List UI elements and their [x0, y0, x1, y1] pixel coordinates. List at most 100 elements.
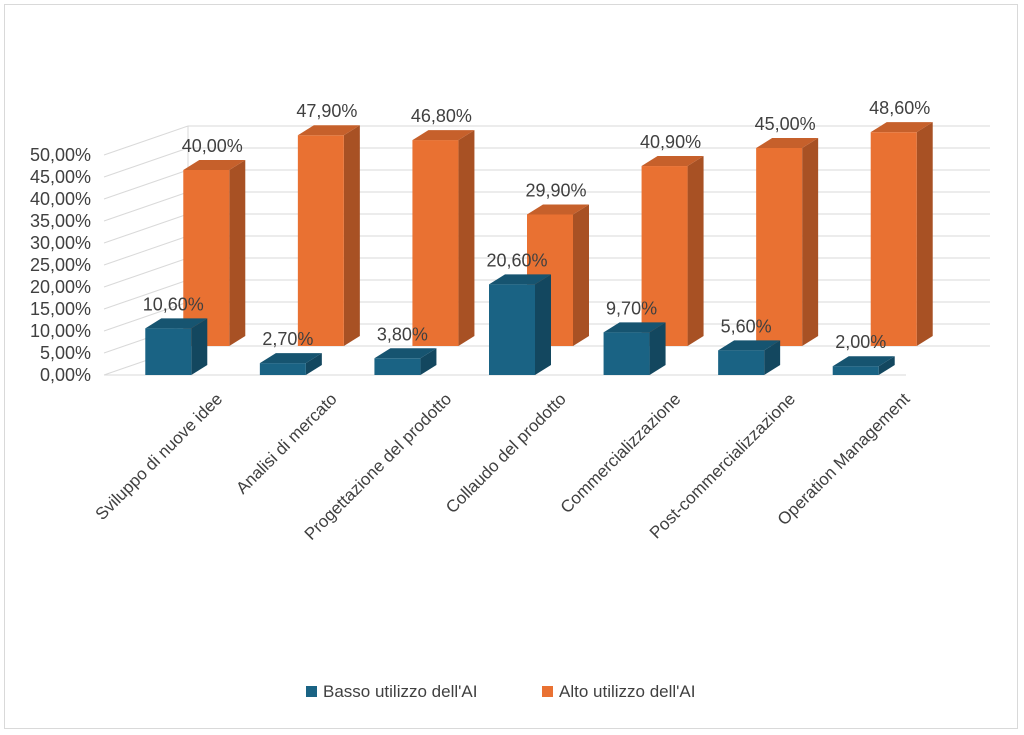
bar-top	[718, 340, 781, 351]
bar-top	[756, 138, 819, 148]
data-label: 40,90%	[640, 132, 701, 152]
bar-top	[641, 156, 704, 167]
y-tick-label: 0,00%	[40, 365, 91, 385]
category-label: Collaudo del prodotto	[442, 389, 570, 517]
bar-side	[305, 353, 322, 375]
legend-label: Basso utilizzo dell'AI	[323, 682, 477, 701]
bar-side	[649, 322, 666, 375]
bars	[145, 122, 933, 375]
bar-alto	[641, 156, 704, 346]
y-axis-ticks: 0,00%5,00%10,00%15,00%20,00%25,00%30,00%…	[30, 145, 91, 385]
bar-basso	[259, 353, 322, 375]
y-tick-label: 40,00%	[30, 189, 91, 209]
bar-front	[489, 284, 535, 375]
bar-basso	[603, 322, 666, 375]
legend-swatch	[542, 686, 553, 697]
legend: Basso utilizzo dell'AI Alto utilizzo dell…	[306, 682, 695, 701]
data-label: 2,70%	[262, 329, 313, 349]
data-label: 40,00%	[182, 136, 243, 156]
bar-front	[756, 148, 803, 346]
data-label: 29,90%	[525, 180, 586, 200]
data-label: 47,90%	[296, 101, 357, 121]
bar-alto	[297, 125, 360, 347]
bar-top	[183, 160, 246, 170]
bar-side	[573, 204, 589, 346]
y-tick-label: 50,00%	[30, 145, 91, 165]
bar-front	[412, 140, 459, 346]
bar-alto	[870, 122, 933, 346]
bar-front	[183, 170, 230, 346]
bar-alto	[183, 160, 246, 346]
bar-front	[718, 350, 765, 375]
y-tick-label: 25,00%	[30, 255, 91, 275]
bar-front	[259, 363, 306, 375]
gridline-side	[103, 147, 189, 178]
bar-top	[297, 125, 360, 136]
gridline-side	[103, 279, 189, 310]
data-label: 20,60%	[486, 250, 547, 270]
bar-side	[420, 348, 437, 375]
data-label: 5,60%	[721, 316, 772, 336]
bar-top	[489, 274, 551, 285]
bar-basso	[374, 348, 437, 375]
legend-label: Alto utilizzo dell'AI	[559, 682, 695, 701]
bar-front	[641, 166, 688, 346]
bar-side	[343, 125, 360, 347]
category-label: Sviluppo di nuove idee	[92, 389, 226, 523]
bar-front	[603, 332, 650, 375]
bar-front	[297, 135, 344, 346]
category-label: Commercializzazione	[557, 389, 685, 517]
bar-basso	[489, 274, 551, 375]
bar-basso	[832, 356, 895, 375]
category-label: Operation Management	[774, 389, 914, 529]
bar-top	[259, 353, 322, 364]
gridline-side	[103, 235, 189, 266]
bar-side	[687, 156, 704, 346]
bar-top	[832, 356, 895, 367]
data-label: 48,60%	[869, 98, 930, 118]
bar-front	[145, 328, 192, 375]
bar-side	[458, 130, 475, 346]
bar-top	[870, 122, 933, 133]
bar-top	[374, 348, 437, 359]
y-tick-label: 15,00%	[30, 299, 91, 319]
y-tick-label: 35,00%	[30, 211, 91, 231]
bar-side	[229, 160, 246, 346]
data-label: 3,80%	[377, 324, 428, 344]
category-label: Analisi di mercato	[232, 389, 340, 497]
bar-top	[412, 130, 475, 141]
bar-basso	[718, 340, 781, 375]
bar-top	[527, 204, 589, 215]
bar-basso	[145, 318, 208, 375]
bar-side	[535, 274, 551, 375]
gridline-side	[103, 191, 189, 222]
bar-side	[802, 138, 819, 346]
gridline-side	[103, 169, 189, 200]
y-tick-label: 5,00%	[40, 343, 91, 363]
data-label: 9,70%	[606, 298, 657, 318]
x-axis-labels: Sviluppo di nuove idee Analisi di mercato…	[92, 389, 914, 544]
gridline-side	[103, 257, 189, 288]
gridline-side	[103, 213, 189, 244]
bar-alto	[756, 138, 819, 346]
data-label: 10,60%	[143, 294, 204, 314]
bar-top	[603, 322, 666, 333]
bar-side	[916, 122, 933, 346]
bar-top	[145, 318, 208, 329]
data-label: 46,80%	[411, 106, 472, 126]
bar-front	[870, 132, 917, 346]
bar-side	[764, 340, 781, 375]
y-tick-label: 10,00%	[30, 321, 91, 341]
gridline-side	[103, 301, 189, 332]
data-label: 45,00%	[755, 114, 816, 134]
data-labels: 40,00% 47,90% 46,80% 29,90% 40,90% 45,00% 48,6…	[143, 98, 930, 352]
gridline-side	[103, 125, 189, 156]
bar-alto	[412, 130, 475, 346]
bar-front	[374, 358, 421, 375]
y-tick-label: 45,00%	[30, 167, 91, 187]
y-tick-label: 20,00%	[30, 277, 91, 297]
y-tick-label: 30,00%	[30, 233, 91, 253]
data-label: 2,00%	[835, 332, 886, 352]
bar-front	[832, 366, 879, 375]
